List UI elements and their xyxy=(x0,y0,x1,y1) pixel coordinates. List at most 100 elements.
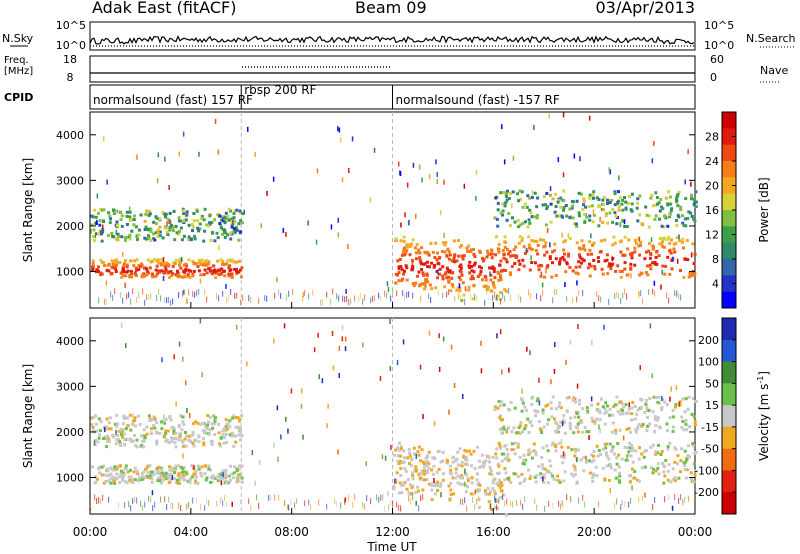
data-cell xyxy=(233,209,237,213)
data-cell xyxy=(133,214,136,218)
data-cell xyxy=(557,479,561,483)
data-cell xyxy=(505,260,509,264)
data-cell xyxy=(645,399,649,402)
data-cell xyxy=(603,407,607,411)
clutter-cell xyxy=(620,298,622,305)
data-cell xyxy=(155,272,159,276)
data-cell xyxy=(467,285,471,289)
data-cell xyxy=(490,249,493,253)
data-cell xyxy=(493,405,497,409)
data-cell xyxy=(469,492,473,496)
noise-cell xyxy=(525,248,528,253)
data-cell xyxy=(628,441,632,445)
data-cell xyxy=(528,477,532,481)
data-cell xyxy=(620,457,624,461)
data-cell xyxy=(93,481,97,485)
data-cell xyxy=(505,448,509,451)
data-cell xyxy=(508,408,512,412)
data-cell xyxy=(158,479,161,483)
data-cell xyxy=(136,238,139,241)
clutter-cell xyxy=(624,501,626,508)
clutter-cell xyxy=(278,289,280,296)
noise-cell xyxy=(422,414,424,420)
data-cell xyxy=(200,258,204,262)
data-cell xyxy=(101,228,105,232)
data-cell xyxy=(510,442,514,446)
noise-cell xyxy=(649,323,652,329)
clutter-cell xyxy=(534,498,536,505)
noise-cell xyxy=(348,168,350,173)
data-cell xyxy=(228,269,232,273)
data-cell xyxy=(114,263,118,267)
data-cell xyxy=(107,262,111,266)
data-cell xyxy=(239,219,243,223)
noise-cell xyxy=(103,427,106,433)
data-cell xyxy=(411,259,414,263)
data-cell xyxy=(422,460,425,464)
data-cell xyxy=(227,266,231,270)
clutter-cell xyxy=(144,501,146,508)
data-cell xyxy=(178,476,182,480)
data-cell xyxy=(418,258,422,262)
noise-cell xyxy=(588,115,591,121)
data-cell xyxy=(616,264,620,268)
data-cell xyxy=(562,240,566,244)
clutter-cell xyxy=(228,294,230,301)
data-cell xyxy=(527,431,531,434)
data-cell xyxy=(235,228,239,232)
freq-frame xyxy=(89,55,696,83)
data-cell xyxy=(121,273,125,277)
clutter-cell xyxy=(390,295,392,302)
data-cell xyxy=(141,439,145,443)
data-cell xyxy=(124,274,128,278)
data-cell xyxy=(499,489,503,493)
noise-cell xyxy=(678,401,680,407)
data-cell xyxy=(237,473,241,477)
data-cell xyxy=(451,271,455,275)
data-cell xyxy=(150,470,154,474)
clutter-cell xyxy=(378,496,380,503)
data-cell xyxy=(516,192,519,196)
data-cell xyxy=(535,474,539,478)
data-cell xyxy=(166,473,170,477)
noise-cell xyxy=(272,176,275,182)
x-tick-label: 04:00 xyxy=(174,525,209,539)
data-cell xyxy=(588,218,592,222)
data-cell xyxy=(485,249,489,253)
data-cell xyxy=(161,419,165,423)
data-cell xyxy=(502,403,506,407)
data-cell xyxy=(172,432,176,436)
clutter-cell xyxy=(172,298,174,305)
data-cell xyxy=(598,411,602,414)
data-cell xyxy=(443,243,447,247)
data-cell xyxy=(420,246,424,250)
data-cell xyxy=(425,455,429,459)
data-cell xyxy=(548,193,552,197)
data-cell xyxy=(212,264,216,268)
data-cell xyxy=(170,426,174,430)
clutter-cell xyxy=(346,295,348,302)
clutter-cell xyxy=(504,500,506,507)
data-cell xyxy=(441,478,445,482)
clutter-cell xyxy=(566,494,568,501)
data-cell xyxy=(548,459,552,463)
data-cell xyxy=(652,467,655,471)
data-cell xyxy=(118,430,122,434)
data-cell xyxy=(546,403,550,407)
data-cell xyxy=(433,457,437,461)
data-cell xyxy=(534,480,538,484)
data-cell xyxy=(111,433,115,437)
data-cell xyxy=(471,277,475,281)
data-cell xyxy=(575,241,579,245)
data-cell xyxy=(686,407,690,411)
data-cell xyxy=(182,474,186,478)
colorbar-swatch xyxy=(722,275,736,293)
data-cell xyxy=(504,201,508,205)
data-cell xyxy=(98,223,102,227)
noise-cell xyxy=(162,275,165,281)
y-tick-label: 3000 xyxy=(56,380,84,393)
colorbar-tick-label: 50 xyxy=(705,377,719,390)
colorbar-swatch xyxy=(722,383,736,406)
data-cell xyxy=(613,192,617,196)
